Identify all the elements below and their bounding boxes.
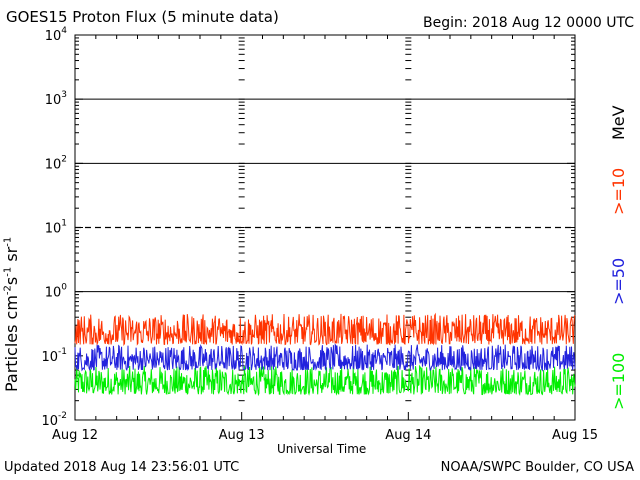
x-tick-label-3: Aug 15 — [552, 428, 598, 443]
x-axis-label: Universal Time — [277, 442, 367, 456]
series-line-ge10 — [74, 312, 576, 346]
x-tick-label-1: Aug 13 — [219, 428, 265, 443]
series-line-ge100 — [74, 364, 576, 397]
legend-unit: MeV — [609, 105, 628, 140]
legend-item-ge10: >=10 — [609, 167, 628, 215]
legend-item-ge100: >=100 — [609, 352, 628, 410]
y-tick-label-0: 10-2 — [41, 411, 67, 429]
y-tick-label-1: 10-1 — [41, 347, 67, 365]
data-source: NOAA/SWPC Boulder, CO USA — [440, 460, 634, 475]
series-line-ge50 — [74, 342, 576, 372]
y-tick-label-2: 100 — [45, 283, 68, 301]
x-tick-label-0: Aug 12 — [52, 428, 98, 443]
y-tick-label-4: 102 — [45, 154, 67, 172]
y-tick-label-5: 103 — [45, 90, 67, 108]
updated-timestamp: Updated 2018 Aug 14 23:56:01 UTC — [4, 460, 240, 475]
chart-title: GOES15 Proton Flux (5 minute data) — [6, 8, 279, 26]
legend-item-ge50: >=50 — [609, 257, 628, 305]
begin-time: Begin: 2018 Aug 12 0000 UTC — [423, 15, 634, 31]
y-axis-label: Particles cm-2s-1 sr-1 — [2, 236, 21, 392]
y-tick-label-6: 104 — [45, 26, 68, 44]
x-tick-label-2: Aug 14 — [385, 428, 431, 443]
y-tick-label-3: 101 — [45, 219, 67, 237]
